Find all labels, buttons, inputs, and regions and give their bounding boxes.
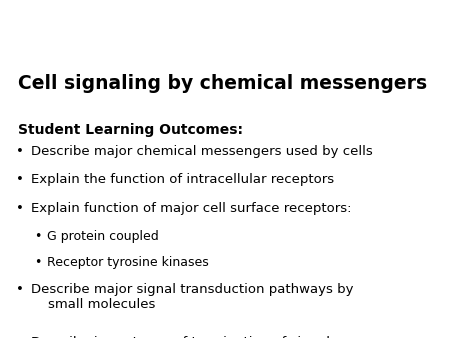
Text: •: • — [16, 145, 23, 158]
Text: Cell signaling by chemical messengers: Cell signaling by chemical messengers — [18, 74, 427, 93]
Text: Chapt. 11 Cell signaling by chemical messengers: Chapt. 11 Cell signaling by chemical mes… — [5, 10, 297, 23]
Text: Student Learning Outcomes:: Student Learning Outcomes: — [18, 123, 243, 137]
Text: Describe importance of termination of signal: Describe importance of termination of si… — [31, 336, 329, 338]
Text: Receptor tyrosine kinases: Receptor tyrosine kinases — [47, 256, 209, 269]
Text: •: • — [16, 173, 23, 186]
Text: •: • — [34, 256, 41, 269]
Text: Explain function of major cell surface receptors:: Explain function of major cell surface r… — [31, 201, 351, 215]
Text: •: • — [16, 283, 23, 296]
Text: •: • — [16, 201, 23, 215]
Text: Explain the function of intracellular receptors: Explain the function of intracellular re… — [31, 173, 334, 186]
Text: •: • — [16, 336, 23, 338]
Text: G protein coupled: G protein coupled — [47, 230, 159, 243]
Text: Describe major chemical messengers used by cells: Describe major chemical messengers used … — [31, 145, 372, 158]
Text: •: • — [34, 230, 41, 243]
Text: Describe major signal transduction pathways by
    small molecules: Describe major signal transduction pathw… — [31, 283, 353, 311]
